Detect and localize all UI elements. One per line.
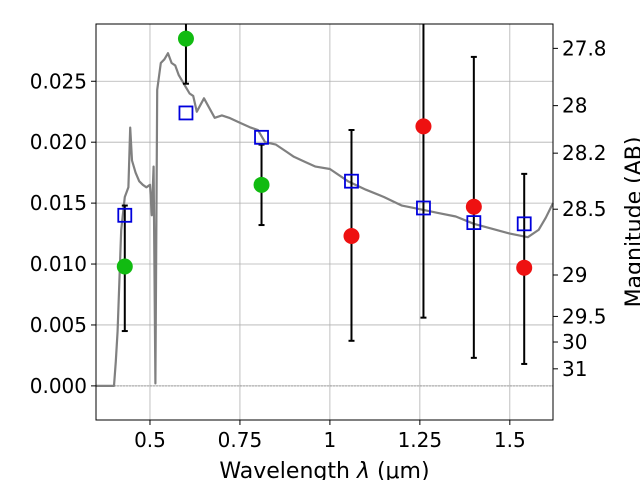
y-axis-left: 0.000 0.005 0.010 0.015 0.020 0.025	[30, 69, 96, 398]
y-tick-label: 0.020	[30, 130, 87, 154]
series-layer	[96, 24, 554, 387]
x-tick-label: 1.5	[494, 428, 526, 452]
x-axis-label: Wavelength λ (μm)	[219, 459, 429, 480]
x-tick-label: 1	[324, 428, 337, 452]
y-tick-label: 0.005	[30, 313, 87, 337]
plot-frame	[95, 23, 554, 421]
x-tick-label: 0.5	[134, 428, 166, 452]
y-tick-label: 0.010	[30, 252, 87, 276]
y-tick-label: 0.015	[30, 191, 87, 215]
observed-circle-point	[415, 118, 432, 135]
observed-circle-point	[516, 259, 533, 276]
observed-circle-point	[253, 176, 270, 193]
y-right-tick-label: 29	[562, 263, 587, 287]
model-square-point	[254, 129, 269, 145]
observed-circle-point	[343, 228, 360, 245]
observed-circle-point	[465, 198, 482, 215]
y-tick-label: 0.000	[30, 374, 87, 398]
model-square-point	[466, 215, 482, 231]
y-right-tick-label: 28.5	[562, 197, 607, 221]
y-right-tick-label: 28.2	[562, 141, 607, 165]
y-right-tick-label: 28	[562, 94, 587, 118]
x-tick-label: 1.25	[398, 428, 443, 452]
y-right-tick-label: 29.5	[562, 304, 607, 328]
y-tick-label: 0.025	[30, 69, 87, 93]
x-tick-label: 0.75	[218, 428, 263, 452]
y-axis-right: 27.8 28 28.2 28.5 29 29.530 31	[553, 36, 607, 381]
observed-circle-point	[116, 258, 133, 275]
y-right-tick-label: 30	[562, 330, 587, 354]
model-square-point	[416, 200, 431, 216]
y-right-tick-label: 31	[562, 357, 587, 381]
x-axis: 0.5 0.75 1 1.25 1.5	[134, 420, 526, 452]
observed-circle-point	[177, 30, 194, 47]
y-axis-right-label: Magnitude (AB)	[622, 137, 640, 308]
y-right-tick-label: 27.8	[562, 36, 607, 60]
model-square-point	[178, 105, 194, 121]
model-square-point	[516, 216, 532, 232]
model-square-point	[344, 173, 359, 189]
spectrum-line	[96, 52, 554, 387]
grid-lines	[96, 24, 553, 420]
model-square-point	[117, 207, 133, 223]
